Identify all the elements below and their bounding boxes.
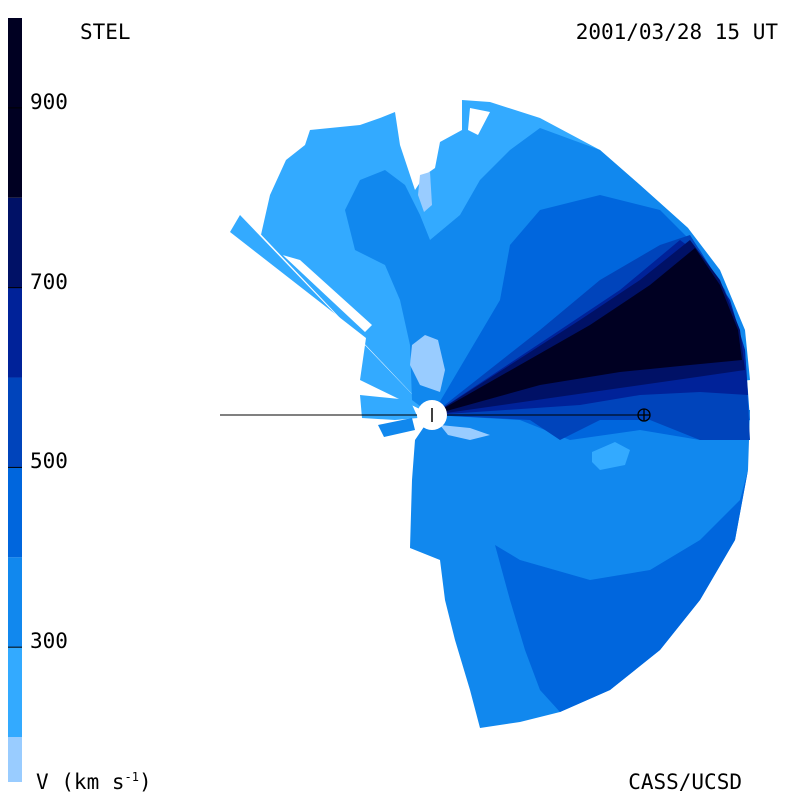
gap-wedge	[240, 215, 432, 415]
patch-light-east	[592, 442, 630, 470]
datetime-label: 2001/03/28 15 UT	[575, 20, 778, 44]
colorbar-tick-label-700: 700	[30, 269, 68, 294]
colorbar-band-2	[8, 557, 22, 648]
region-mid-dark-south	[495, 470, 748, 712]
patch-left-small	[378, 418, 415, 437]
colorbar-band-4	[8, 377, 22, 468]
colorbar	[8, 18, 22, 782]
unit-label: V (km s-1)	[36, 770, 152, 794]
region-medium-south	[410, 410, 750, 728]
credit-label: CASS/UCSD	[628, 770, 742, 794]
colorbar-band-1	[8, 647, 22, 738]
patch-light-sun-south	[440, 425, 490, 440]
colorbar-band-3	[8, 467, 22, 558]
colorbar-tick-label-300: 300	[30, 629, 68, 654]
patch-left-near-sun	[360, 395, 418, 420]
colorbar-tick-label-900: 900	[30, 89, 68, 114]
velocity-map-wedge	[230, 100, 750, 728]
region-black-stream	[432, 248, 742, 415]
instrument-label: STEL	[80, 20, 131, 44]
colorbar-tick-label-500: 500	[30, 449, 68, 474]
patch-light-top	[418, 172, 432, 212]
unit-exponent: -1	[124, 770, 139, 784]
unit-suffix: )	[138, 770, 152, 794]
earth-icon	[637, 408, 651, 422]
colorbar-ticks	[8, 107, 22, 648]
colorbar-band-5	[8, 287, 22, 378]
gap-notch-top	[468, 108, 490, 135]
patch-light-center	[410, 335, 445, 392]
colorbar-band-0	[8, 737, 22, 782]
unit-prefix: V (km s	[36, 770, 125, 794]
colorbar-band-6	[8, 197, 22, 288]
